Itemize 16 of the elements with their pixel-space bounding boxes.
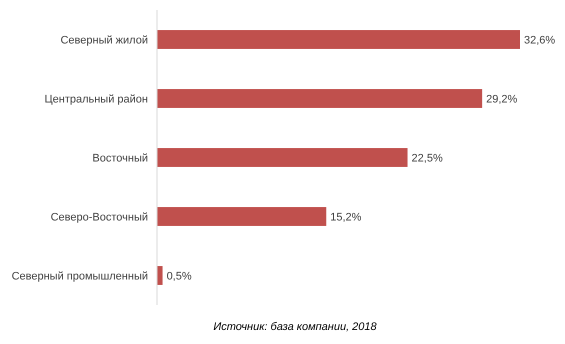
data-label: 0,5% [166,270,192,282]
text: Источник: база компании, 2018 [213,321,378,333]
bar [157,30,520,49]
bar [157,266,163,285]
y-tick-label: Северо-Восточный [50,211,148,224]
data-label: 22,5% [412,152,443,164]
data-label: 15,2% [330,211,362,224]
y-tick-label: Северный жилой [60,34,148,46]
y-tick-label: Северный промышленный [12,270,148,282]
y-tick-label: Восточный [92,152,148,164]
y-tick-label: Центральный район [44,93,148,106]
bar [157,207,326,226]
data-label: 32,6% [524,34,556,46]
bar [157,148,408,167]
data-label: 29,2% [486,93,518,106]
bar [157,89,482,108]
